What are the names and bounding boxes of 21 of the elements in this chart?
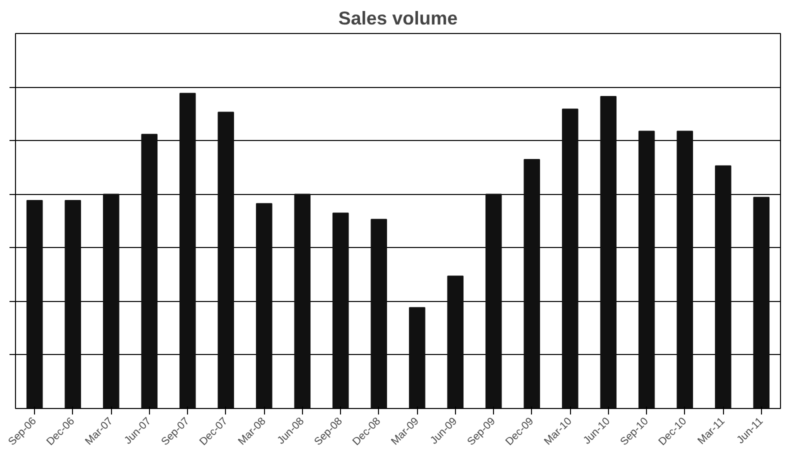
bar [256,203,272,408]
bar [408,307,426,408]
bar [524,159,540,408]
bar [26,200,43,408]
bar [638,130,655,408]
bar [64,200,82,408]
bar [753,196,770,408]
bar [179,92,196,408]
bar [141,134,158,408]
bar [294,194,311,408]
bar [562,108,578,408]
chart-title: Sales volume [338,8,458,28]
bar [447,276,464,408]
bar [714,165,732,408]
bar [676,130,694,408]
bar [102,194,120,408]
bar [218,112,234,408]
bar [332,212,349,408]
bar [370,218,388,408]
bar [600,96,617,408]
bar [485,194,502,408]
